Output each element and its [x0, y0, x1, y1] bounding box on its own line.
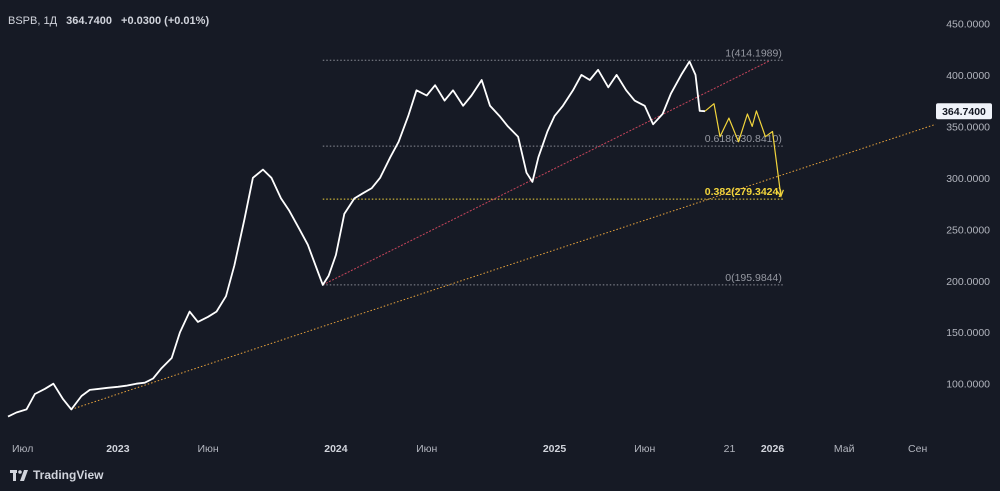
ticker-line: BSPB, 1Д 364.7400 +0.0300 (+0.01%)	[8, 15, 209, 27]
price-series	[7, 60, 784, 418]
x-tick-label: Июл	[12, 443, 33, 455]
y-tick-label: 150.0000	[946, 327, 990, 339]
forecast-path	[704, 103, 782, 197]
forecast-arrowhead	[776, 189, 784, 198]
y-tick-label: 100.0000	[946, 379, 990, 391]
fib-level-label: 0.618(330.8410)	[705, 133, 782, 145]
fibonacci-levels[interactable]: 1(414.1989) 0.618(330.8410) 0.382(279.3424…	[322, 47, 784, 286]
fib-level-label: 0.382(279.3424)	[705, 186, 782, 198]
tradingview-brand[interactable]: TradingView	[10, 468, 103, 482]
x-tick-label: Май	[834, 443, 855, 455]
brand-name: TradingView	[33, 468, 104, 482]
fib-level-label: 0(195.9844)	[725, 272, 782, 284]
x-tick-label: 2024	[324, 443, 348, 455]
x-tick-label: Июн	[634, 443, 655, 455]
ticker-symbol: BSPB, 1Д	[8, 15, 58, 27]
upper-trendline[interactable]	[322, 60, 771, 286]
trendlines[interactable]	[71, 60, 936, 410]
x-tick-label: Июн	[197, 443, 218, 455]
y-tick-label: 350.0000	[946, 121, 990, 133]
fib-level-label: 1(414.1989)	[725, 47, 782, 59]
support-trendline[interactable]	[71, 123, 936, 410]
x-tick-label: Сен	[908, 443, 927, 455]
y-tick-label: 400.0000	[946, 70, 990, 82]
x-tick-label: 21	[724, 443, 736, 455]
y-tick-label: 250.0000	[946, 224, 990, 236]
x-axis[interactable]: Июл 2023 Июн 2024 Июн 2025 Июн 21 2026 Май Сен	[12, 443, 927, 455]
x-tick-label: 2025	[543, 443, 567, 455]
price-line	[7, 60, 706, 418]
y-tick-label: 450.0000	[946, 18, 990, 30]
x-tick-label: Июн	[416, 443, 437, 455]
last-price-tag: 364.7400	[936, 103, 992, 120]
ticker-change: +0.0300 (+0.01%)	[121, 15, 209, 27]
ticker-last-price: 364.7400	[66, 15, 112, 27]
x-tick-label: 2026	[761, 443, 785, 455]
last-price-tag-box	[936, 103, 992, 120]
last-price-tag-label: 364.7400	[942, 106, 986, 118]
tradingview-logo-icon	[10, 469, 28, 481]
y-tick-label: 300.0000	[946, 173, 990, 185]
y-axis[interactable]: 100.0000 150.0000 200.0000 250.0000 300.0000…	[946, 18, 990, 390]
x-tick-label: 2023	[106, 443, 130, 455]
y-tick-label: 200.0000	[946, 276, 990, 288]
